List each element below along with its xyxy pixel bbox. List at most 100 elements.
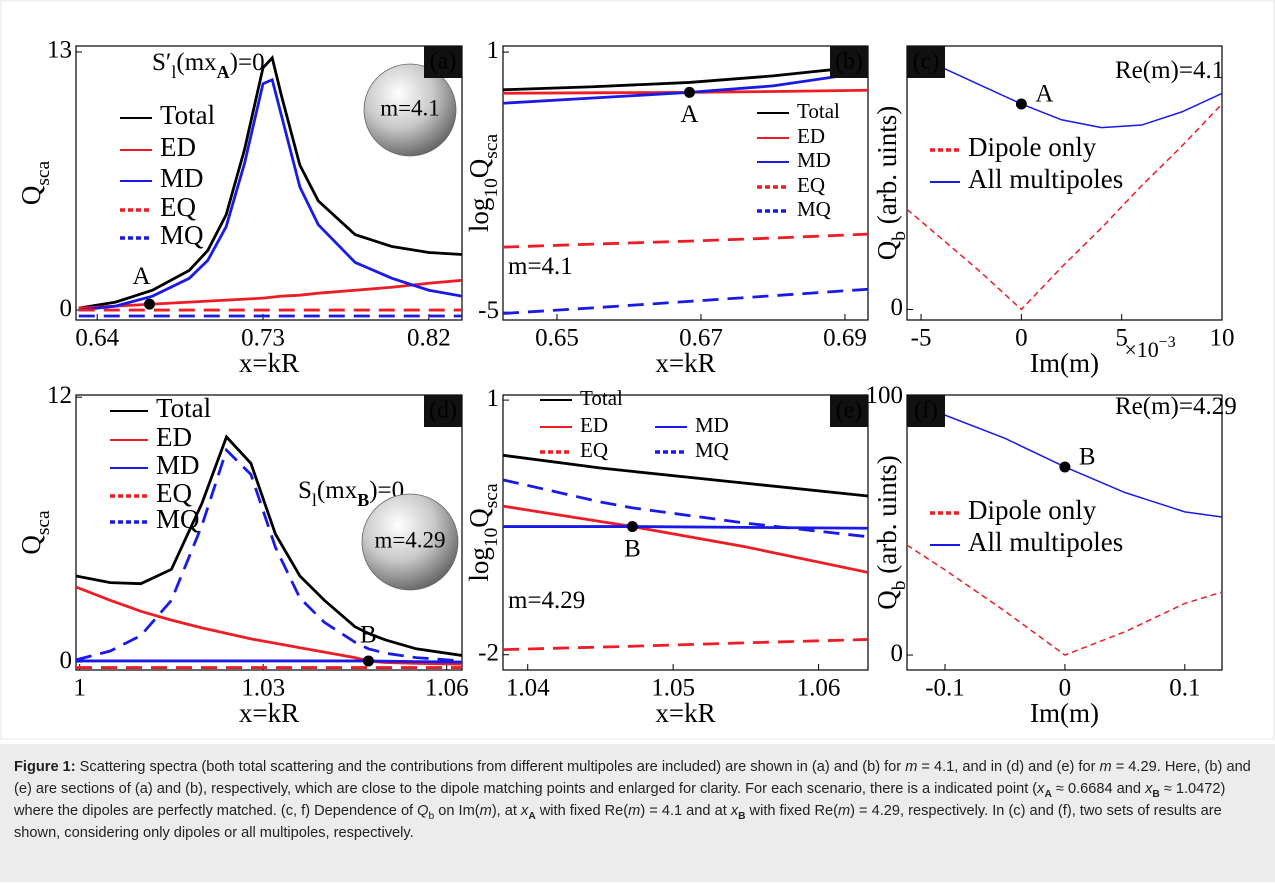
annotation: m=4.29 bbox=[508, 587, 585, 614]
y-tick-label: 1 bbox=[487, 37, 500, 64]
series-line bbox=[78, 77, 462, 312]
x-axis-label-part: x=kR bbox=[239, 698, 299, 728]
legend-label: All multipoles bbox=[968, 527, 1123, 557]
annotation: Re(m)=4.1 bbox=[1115, 57, 1224, 84]
x-axis-label: x=kR bbox=[655, 348, 715, 378]
annotation-part: )=0 bbox=[230, 49, 265, 76]
point-label: B bbox=[360, 622, 377, 649]
legend-label: ED bbox=[156, 422, 192, 452]
caption-text: m bbox=[1099, 759, 1112, 775]
annotation-part: l bbox=[312, 490, 317, 510]
caption: Figure 1: Scattering spectra (both total… bbox=[0, 744, 1275, 882]
series-line bbox=[76, 659, 462, 664]
caption-text: ), at bbox=[491, 803, 522, 819]
match-point bbox=[1059, 461, 1071, 473]
x-axis-label-part: Im(m) bbox=[1030, 698, 1099, 728]
sphere-label: m=4.1 bbox=[380, 95, 440, 120]
legend-label: EQ bbox=[580, 438, 608, 462]
caption-text: Figure 1: bbox=[14, 759, 76, 775]
plot-area bbox=[502, 394, 869, 671]
match-point bbox=[626, 521, 638, 533]
point-label: B bbox=[1079, 444, 1096, 471]
panel-label: (a) bbox=[430, 49, 457, 75]
match-point bbox=[683, 86, 695, 98]
panel-label: (b) bbox=[835, 49, 863, 75]
annotation-part: m=4.29 bbox=[508, 587, 585, 614]
panel-label-bg bbox=[830, 46, 868, 78]
series-line bbox=[503, 64, 868, 92]
point-label: A bbox=[132, 263, 150, 290]
caption-text: B bbox=[1152, 788, 1160, 800]
caption-text: m bbox=[479, 803, 492, 819]
annotation-part: B bbox=[357, 490, 369, 510]
series-line bbox=[503, 478, 868, 539]
y-tick-label: 0 bbox=[60, 647, 73, 674]
annotation-part: S bbox=[298, 477, 312, 504]
x-tick-label: 5 bbox=[1115, 325, 1128, 352]
series-line bbox=[503, 232, 868, 249]
annotation-part: m=4.1 bbox=[508, 253, 573, 280]
legend-label: ED bbox=[160, 132, 196, 162]
x-axis-label: Im(m) bbox=[1030, 698, 1099, 728]
y-axis-label-part: sca bbox=[33, 510, 54, 535]
series-line bbox=[907, 53, 1222, 129]
caption-text: with fixed Re( bbox=[745, 803, 838, 819]
panel-label-bg bbox=[907, 395, 945, 427]
annotation-part: Re(m)=4.29 bbox=[1115, 393, 1237, 420]
y-axis-label-part: Q bbox=[16, 535, 46, 555]
x-tick-label: -5 bbox=[911, 325, 932, 352]
plot-area bbox=[906, 394, 1223, 671]
x-axis-label: x=kR bbox=[655, 698, 715, 728]
caption-text: x bbox=[521, 803, 529, 819]
y-axis-label: Qb (arb. uints) bbox=[872, 106, 910, 260]
legend-label: MD bbox=[156, 450, 200, 480]
y-axis-label-part: b bbox=[889, 581, 910, 591]
x-tick-label: 1.06 bbox=[797, 675, 841, 702]
x-tick-label: 1.06 bbox=[425, 675, 469, 702]
x-tick-label: -0.1 bbox=[925, 675, 965, 702]
y-tick-label: 0 bbox=[891, 640, 904, 667]
y-axis-label-part: b bbox=[889, 231, 910, 241]
x-tick-label: 0 bbox=[1015, 325, 1028, 352]
y-axis-label-part: 10 bbox=[481, 528, 502, 547]
annotation-part: (mx bbox=[317, 477, 358, 504]
caption-text: with fixed Re( bbox=[535, 803, 629, 819]
y-axis-label-part: Q bbox=[464, 158, 494, 178]
y-axis-label-part: log bbox=[464, 547, 494, 582]
panel-label: (f) bbox=[914, 398, 938, 424]
figure: 0.64 0.73 0.82013x=kRQscaTotalEDMDEQMQAS′l… bbox=[0, 0, 1275, 740]
caption-text: ≈ 0.6684 and bbox=[1051, 781, 1146, 797]
caption-text: ≈ 1.0472) where the dipoles are perfectl… bbox=[14, 781, 1226, 819]
caption-text: m bbox=[905, 759, 918, 775]
y-axis-label-part: sca bbox=[33, 160, 54, 185]
y-axis-label-part: Q bbox=[872, 240, 902, 260]
x-axis-multiplier-part: −3 bbox=[1159, 334, 1176, 351]
series-line bbox=[503, 638, 868, 652]
caption-text: ) = 4.1 and at bbox=[640, 803, 731, 819]
x-tick-label: 0.64 bbox=[75, 325, 119, 352]
caption-text: = 4.29. Here, (b) and (e) are sections o… bbox=[14, 759, 1251, 797]
x-tick-label: 0.65 bbox=[535, 325, 579, 352]
x-axis-multiplier: ×10−3 bbox=[1124, 334, 1175, 362]
caption-text: x bbox=[1037, 781, 1045, 797]
x-axis-label-part: x=kR bbox=[655, 348, 715, 378]
sphere-label: m=4.29 bbox=[374, 527, 445, 552]
y-tick-label: 13 bbox=[47, 37, 72, 64]
y-axis-label: log10Qsca bbox=[464, 133, 502, 232]
annotation-part: Re(m)=4.1 bbox=[1115, 57, 1224, 84]
annotation: m=4.1 bbox=[508, 253, 573, 280]
y-tick-label: 1 bbox=[487, 385, 500, 412]
y-axis-label-part: Q bbox=[16, 185, 46, 205]
x-tick-label: 1.03 bbox=[241, 675, 285, 702]
legend-label: ED bbox=[580, 413, 608, 437]
x-axis-label: x=kR bbox=[239, 698, 299, 728]
caption-text: Q bbox=[417, 803, 429, 819]
x-tick-label: 0.73 bbox=[241, 325, 285, 352]
legend-label: Dipole only bbox=[968, 495, 1097, 525]
x-axis-label: Im(m) bbox=[1030, 348, 1099, 378]
panel-label: (e) bbox=[836, 398, 863, 424]
panel-label: (d) bbox=[429, 398, 457, 424]
series-line bbox=[78, 55, 462, 310]
y-axis-label: Qsca bbox=[16, 160, 54, 205]
